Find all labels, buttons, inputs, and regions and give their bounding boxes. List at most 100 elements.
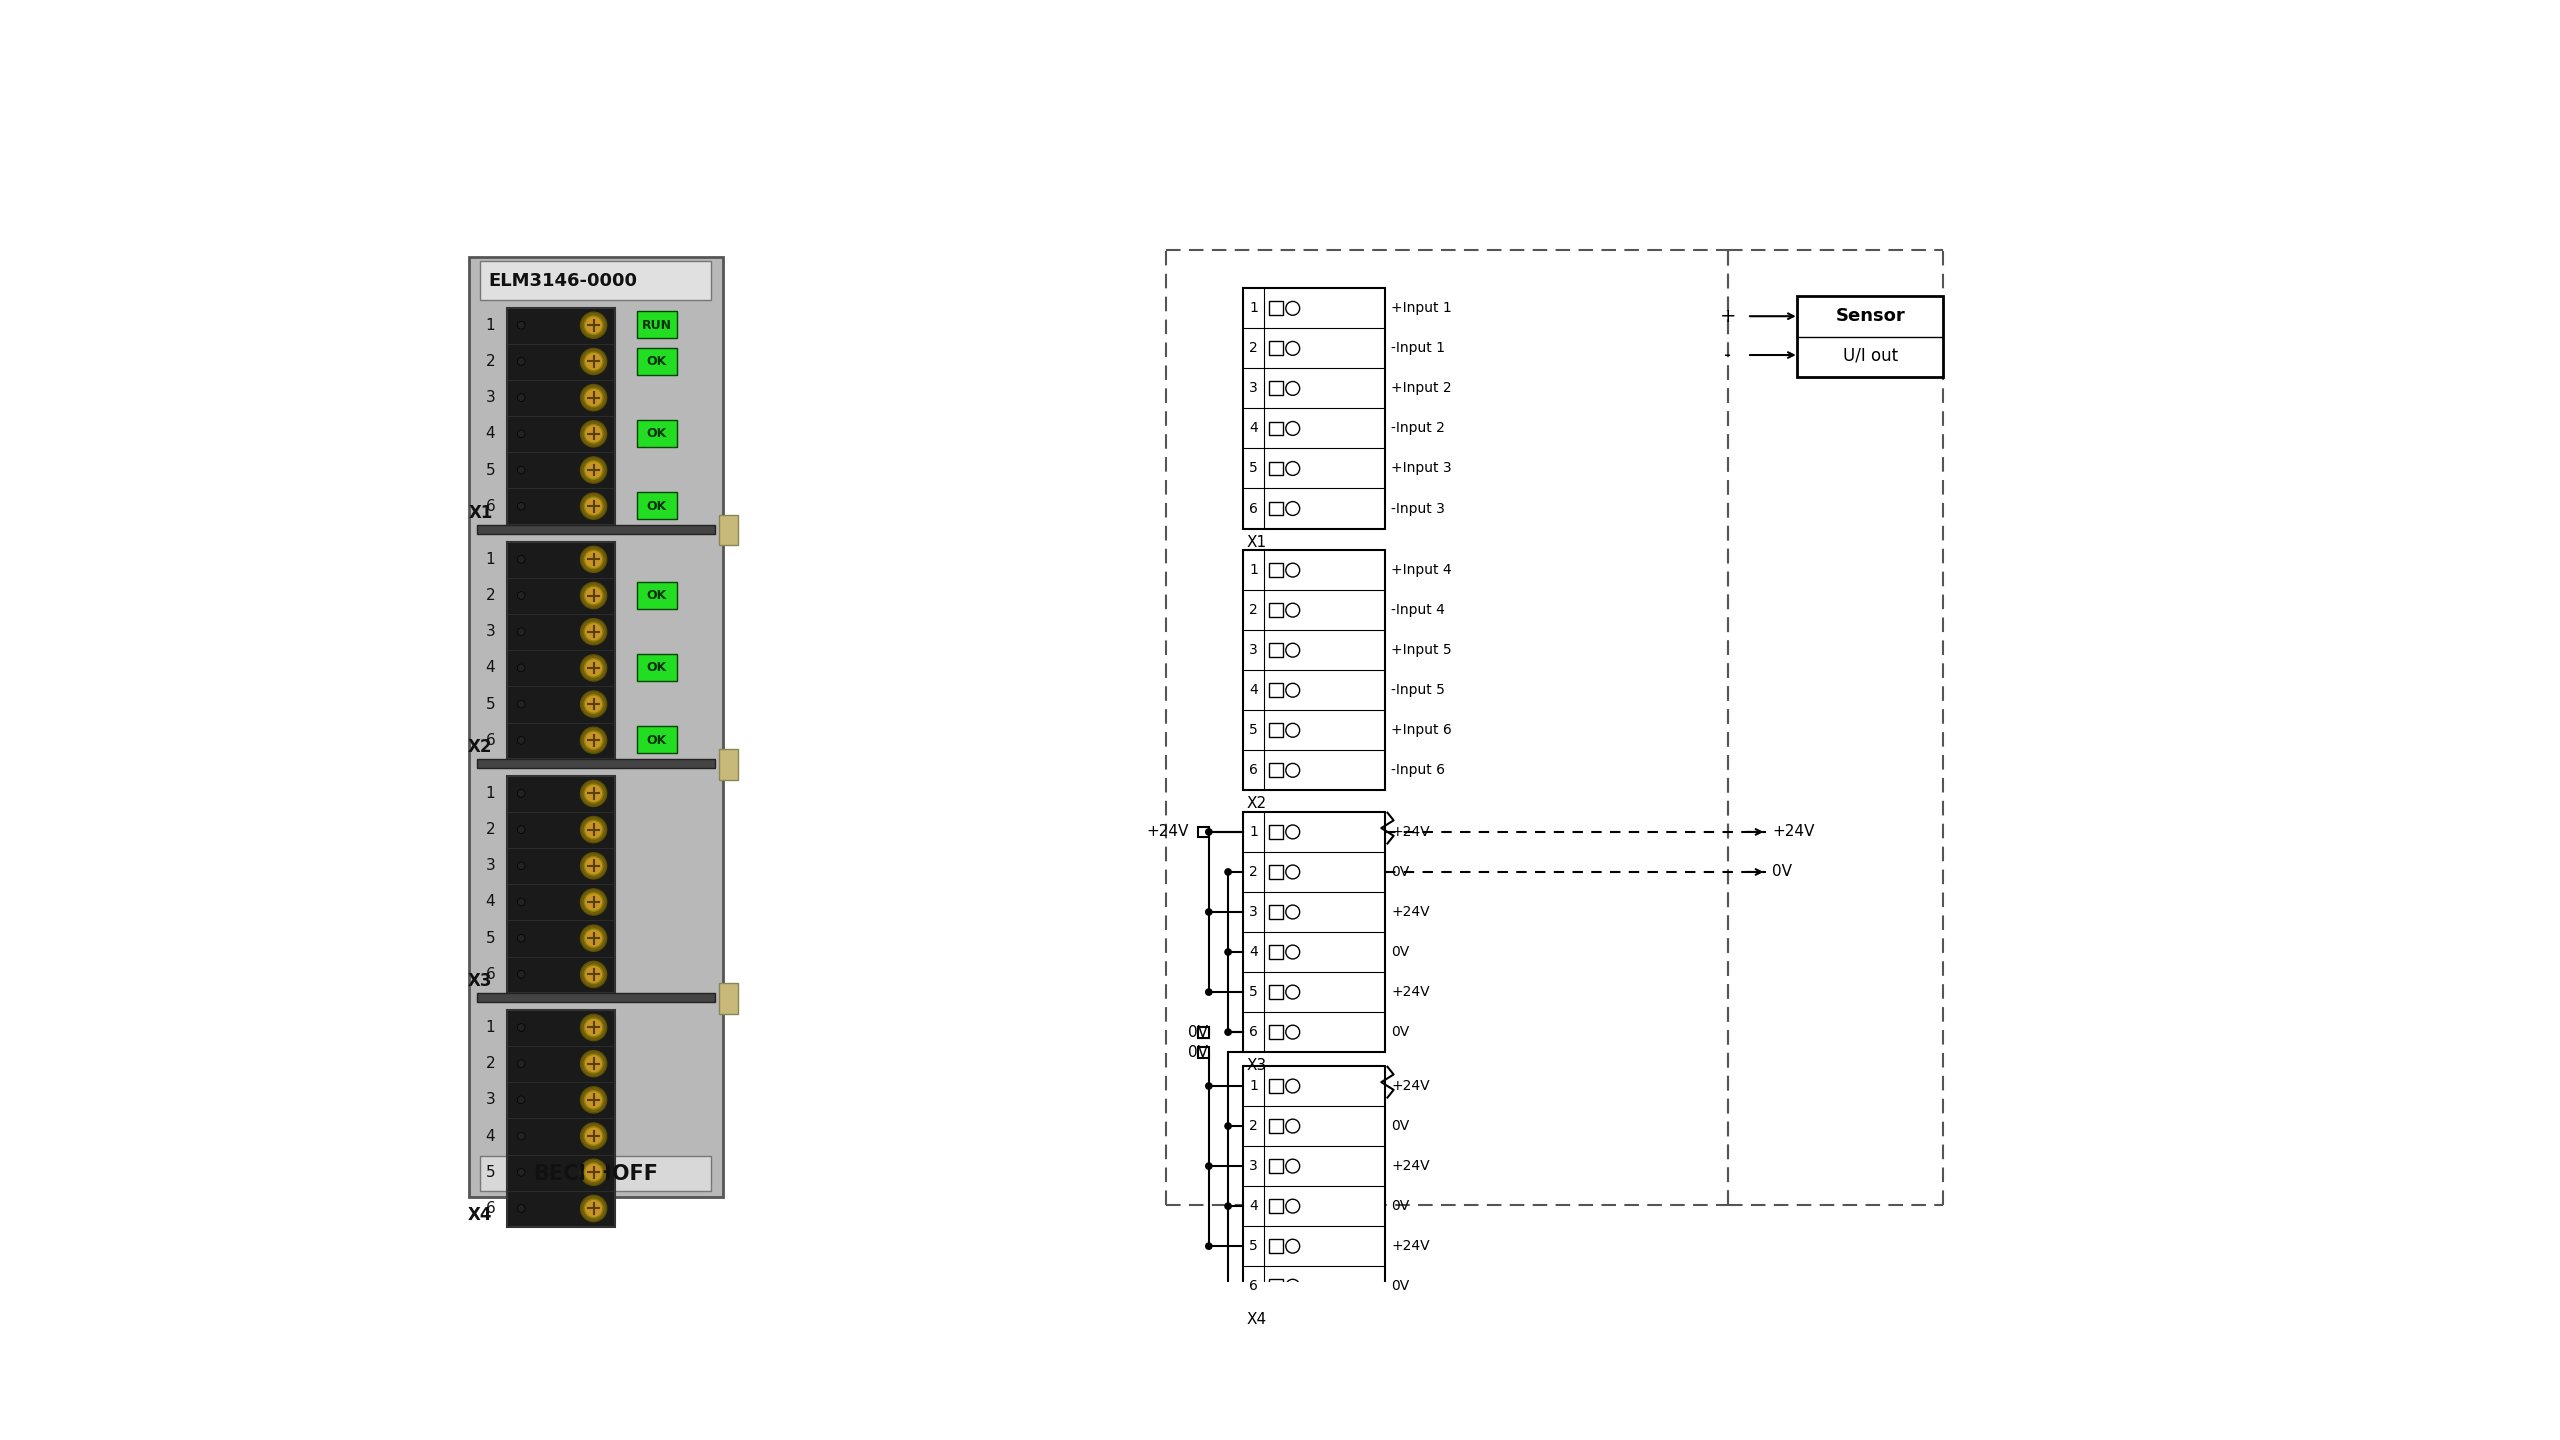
Text: 4: 4 (1249, 1200, 1257, 1212)
Circle shape (584, 1054, 602, 1073)
Circle shape (584, 461, 602, 480)
Bar (1797, 297, 1943, 377)
Circle shape (584, 732, 602, 750)
Text: 1: 1 (486, 1020, 494, 1035)
Text: 3: 3 (1249, 1159, 1257, 1174)
Circle shape (584, 353, 602, 370)
Bar (637, 582, 676, 609)
Text: +24V: +24V (1390, 985, 1431, 999)
Bar (1270, 1200, 1283, 1212)
Bar (468, 258, 722, 1197)
Circle shape (517, 935, 525, 942)
Bar (719, 749, 737, 779)
Circle shape (584, 1128, 602, 1145)
Bar (1270, 644, 1283, 657)
Circle shape (581, 492, 607, 520)
Text: -Input 6: -Input 6 (1390, 763, 1446, 778)
Text: 0V: 0V (1188, 1044, 1208, 1060)
Circle shape (581, 1014, 607, 1041)
Circle shape (1285, 723, 1300, 737)
Circle shape (584, 389, 602, 408)
Circle shape (581, 456, 607, 482)
Text: +Input 2: +Input 2 (1390, 382, 1452, 396)
Bar (1198, 827, 1208, 837)
Text: 2: 2 (486, 354, 494, 369)
Text: X3: X3 (1247, 1058, 1267, 1073)
Bar (1270, 684, 1283, 697)
Text: 5: 5 (486, 1165, 494, 1179)
Bar (1270, 1025, 1283, 1040)
Circle shape (1285, 1279, 1300, 1293)
Circle shape (1285, 1119, 1300, 1133)
Text: 2: 2 (1249, 341, 1257, 356)
Circle shape (517, 431, 525, 438)
Circle shape (517, 503, 525, 510)
Text: 5: 5 (486, 462, 494, 478)
Text: 5: 5 (1249, 723, 1257, 737)
Text: 5: 5 (1249, 461, 1257, 475)
Text: -Input 1: -Input 1 (1390, 341, 1446, 356)
Circle shape (1285, 1159, 1300, 1174)
Text: 5: 5 (1249, 1240, 1257, 1253)
Bar (1270, 301, 1283, 315)
Text: 6: 6 (1249, 1279, 1257, 1293)
Circle shape (584, 315, 602, 334)
Text: OK: OK (648, 500, 666, 513)
Circle shape (581, 1123, 607, 1149)
Bar (1270, 1240, 1283, 1253)
Circle shape (1206, 1243, 1213, 1250)
Text: 1: 1 (1249, 825, 1257, 840)
Circle shape (584, 1090, 602, 1109)
Text: OK: OK (648, 589, 666, 602)
Text: +24V: +24V (1147, 825, 1188, 840)
Circle shape (1285, 501, 1300, 516)
Circle shape (1206, 909, 1213, 916)
Text: OK: OK (648, 354, 666, 369)
Circle shape (517, 1132, 525, 1140)
Circle shape (517, 321, 525, 330)
Circle shape (581, 962, 607, 988)
Text: OK: OK (648, 661, 666, 674)
Circle shape (581, 619, 607, 645)
Text: 3: 3 (1249, 644, 1257, 657)
Circle shape (517, 628, 525, 635)
Bar (1242, 288, 1385, 528)
Circle shape (1285, 341, 1300, 356)
Text: 0V: 0V (1390, 1200, 1411, 1212)
Bar (1270, 603, 1283, 618)
Circle shape (1285, 563, 1300, 577)
Circle shape (1285, 603, 1300, 618)
Bar (1270, 945, 1283, 959)
Text: 4: 4 (1249, 683, 1257, 697)
Circle shape (581, 924, 607, 952)
Text: X1: X1 (1247, 534, 1267, 550)
Text: 0V: 0V (1390, 1279, 1411, 1293)
Circle shape (584, 1018, 602, 1037)
Circle shape (1224, 948, 1231, 956)
Bar (637, 654, 676, 681)
Bar (507, 541, 614, 759)
Bar (1270, 1119, 1283, 1133)
Circle shape (517, 736, 525, 744)
Circle shape (1285, 985, 1300, 999)
Bar (1270, 341, 1283, 356)
Circle shape (1285, 644, 1300, 657)
Circle shape (1224, 1283, 1231, 1290)
Text: U/I out: U/I out (1843, 346, 1897, 364)
Circle shape (584, 1200, 602, 1218)
Text: 3: 3 (486, 858, 494, 873)
Bar (637, 492, 676, 520)
Text: 3: 3 (1249, 904, 1257, 919)
Bar (1270, 723, 1283, 737)
Circle shape (517, 393, 525, 402)
Text: 0V: 0V (1390, 945, 1411, 959)
Bar (719, 984, 737, 1014)
Circle shape (584, 1164, 602, 1181)
Text: 4: 4 (486, 894, 494, 910)
Circle shape (517, 357, 525, 366)
Text: 6: 6 (486, 1201, 494, 1215)
Circle shape (517, 1168, 525, 1176)
Circle shape (584, 425, 602, 444)
Text: X1: X1 (468, 504, 492, 523)
Text: +Input 3: +Input 3 (1390, 461, 1452, 475)
